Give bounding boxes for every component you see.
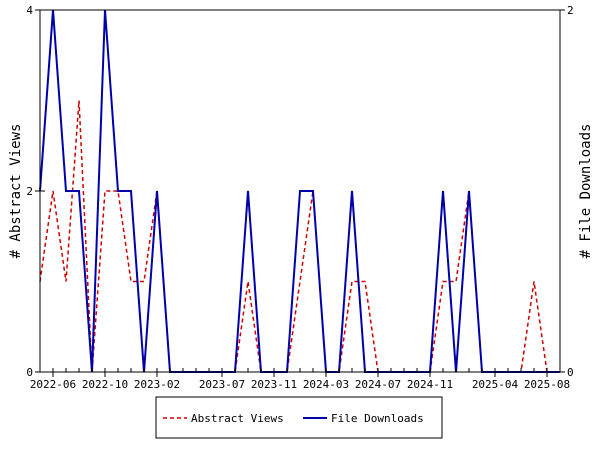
y-right-tick-label: 2 [567, 4, 574, 17]
legend: Abstract Views File Downloads [155, 396, 443, 439]
x-tick-label: 2023-11 [251, 378, 297, 391]
y-axis-left-title: # Abstract Views [8, 124, 24, 259]
series-line-file-downloads [39, 9, 560, 373]
legend-label-abstract-views: Abstract Views [191, 412, 284, 425]
y-right-tick-label: 0 [567, 366, 574, 379]
x-tick-label: 2024-11 [407, 378, 453, 391]
x-tick-label: 2023-07 [199, 378, 245, 391]
axis-tick-labels: 2022-06 2022-10 2023-02 2023-07 2023-11 2024-… [26, 4, 573, 391]
x-tick-label: 2025-08 [524, 378, 570, 391]
y-left-tick-label: 0 [26, 366, 33, 379]
y-left-tick-label: 2 [26, 185, 33, 198]
legend-label-file-downloads: File Downloads [331, 412, 424, 425]
y-axis-right-title: # File Downloads [578, 124, 594, 259]
series-layer [39, 9, 560, 373]
x-tick-label: 2023-02 [134, 378, 180, 391]
x-tick-label: 2024-07 [355, 378, 401, 391]
legend-box [155, 396, 443, 439]
x-tick-label: 2025-04 [472, 378, 519, 391]
y-left-tick-label: 4 [26, 4, 33, 17]
axis-ticks [35, 9, 565, 377]
series-line-abstract-views [39, 100, 560, 373]
x-tick-label: 2022-10 [82, 378, 128, 391]
x-tick-label: 2022-06 [30, 378, 76, 391]
x-tick-label: 2024-03 [303, 378, 349, 391]
